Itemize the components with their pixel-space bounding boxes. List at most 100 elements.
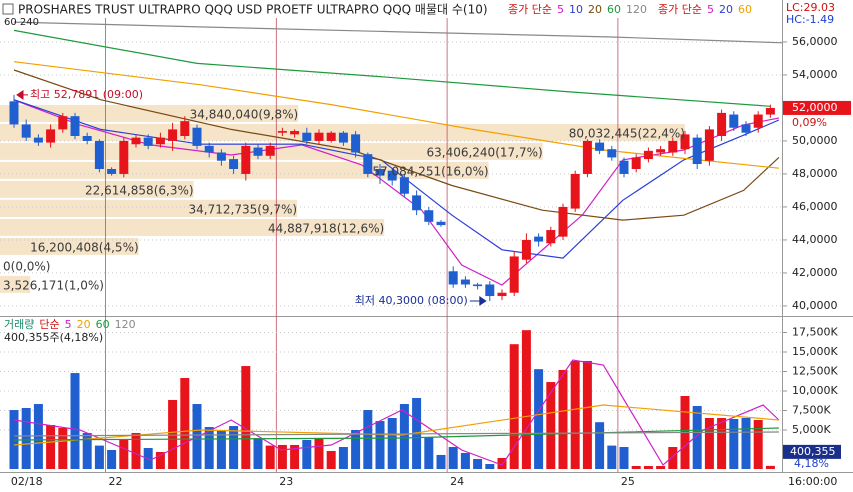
volume-bar	[704, 417, 714, 469]
volume-bar	[82, 432, 92, 469]
volume-profile-label: 3,526,171(1,0%)	[3, 278, 104, 292]
candle-body	[9, 101, 19, 125]
candle-body	[143, 137, 153, 146]
last-volume-label: 400,355	[790, 445, 836, 458]
volume-bar	[363, 410, 373, 469]
volume-bar	[741, 417, 751, 469]
legend-entry: 60	[607, 3, 621, 16]
candle-body	[509, 256, 519, 293]
y-tick-label: 50,0000	[792, 134, 838, 147]
candle-body	[277, 131, 287, 133]
volume-bar	[729, 419, 739, 469]
y-tick-label: 48,0000	[792, 167, 838, 180]
candle-body	[338, 132, 348, 143]
candle-body	[168, 129, 178, 141]
candle-body	[534, 236, 544, 242]
ma-line	[13, 21, 783, 44]
volume-bar	[387, 417, 397, 469]
volume-bar	[643, 465, 653, 469]
volume-bar	[607, 445, 617, 469]
chart-title: PROSHARES TRUST ULTRAPRO QQQ USD PROETF …	[18, 3, 488, 17]
ma-line	[13, 427, 779, 441]
candle-body	[485, 284, 495, 297]
candle-body	[70, 116, 80, 136]
volume-profile-label: 0(0,0%)	[3, 259, 50, 273]
volume-bar	[204, 427, 214, 469]
candle-body	[412, 195, 422, 211]
x-tick-label: 24	[450, 475, 464, 488]
legend-prefix: 종가 단순	[658, 3, 702, 16]
volume-bar	[314, 438, 324, 469]
volume-bar	[424, 437, 434, 469]
y-tick-label: 10,000K	[792, 384, 838, 397]
volume-bar	[302, 439, 312, 469]
y-tick-label: 7,500K	[792, 404, 831, 417]
legend-entry: 10	[569, 3, 583, 16]
volume-profile-label: 34,712,735(9,7%)	[189, 202, 298, 216]
change-label: 0,09%	[792, 116, 827, 129]
candle-body	[424, 210, 434, 222]
candle-body	[314, 132, 324, 141]
annotation-label: 최고 52,7891 (09:00)	[30, 88, 143, 101]
volume-bar	[326, 450, 336, 469]
candle-body	[729, 114, 739, 128]
volume-bar	[558, 369, 568, 469]
volume-bar	[448, 447, 458, 469]
candle-body	[717, 112, 727, 136]
volume-bar	[351, 430, 361, 469]
candle-body	[643, 150, 653, 160]
y-tick-label: 17,500K	[792, 326, 838, 339]
candle-body	[619, 160, 629, 174]
legend-entry: 20	[77, 318, 91, 331]
annotation-label: 최저 40,3000 (08:00)	[355, 294, 468, 307]
candle-body	[448, 271, 458, 285]
candle-body	[680, 134, 690, 150]
y-tick-label: 12,500K	[792, 365, 838, 378]
checkbox-icon[interactable]	[2, 3, 14, 15]
volume-bar	[216, 430, 226, 469]
volume-bar	[338, 447, 348, 469]
lc-label: LC:29.03	[786, 1, 835, 14]
volume-bar	[180, 377, 190, 469]
volume-bar	[521, 330, 531, 469]
volume-bar	[399, 404, 409, 469]
candle-body	[570, 173, 580, 209]
legend-entry: 120	[626, 3, 647, 16]
y-tick-label: 5,000K	[792, 423, 831, 436]
candle-body	[595, 142, 605, 151]
ma-line	[13, 61, 779, 169]
volume-bar	[692, 405, 702, 469]
volume-bar	[668, 447, 678, 469]
volume-note: 400,355주(4,18%)	[4, 331, 103, 344]
candle-body	[290, 131, 300, 135]
volume-profile-bar	[0, 275, 31, 293]
volume-bar	[253, 438, 263, 469]
y-tick-label: 44,0000	[792, 233, 838, 246]
y-tick-label: 42,0000	[792, 266, 838, 279]
volume-bar	[107, 449, 117, 469]
candle-body	[460, 279, 470, 285]
x-tick-label: 25	[621, 475, 635, 488]
volume-bar	[473, 459, 483, 469]
candle-body	[192, 127, 202, 146]
candle-body	[753, 114, 763, 128]
volume-profile-bar	[0, 237, 139, 255]
volume-bar	[155, 451, 165, 469]
volume-bar	[241, 366, 251, 469]
legend-title: 거래량	[4, 318, 34, 331]
ma-line	[13, 359, 780, 466]
candle-body	[302, 132, 312, 141]
candle-body	[497, 292, 507, 297]
volume-bar	[765, 465, 775, 469]
volume-bar	[534, 369, 544, 469]
candle-body	[765, 107, 775, 115]
top-left-note: 60 240	[4, 17, 39, 28]
candle-body	[741, 124, 751, 133]
volume-bar	[582, 360, 592, 469]
y-tick-label: 56,0000	[792, 35, 838, 48]
volume-bar	[33, 404, 43, 469]
volume-bar	[595, 422, 605, 469]
legend-entry: 60	[738, 3, 752, 16]
candle-body	[607, 149, 617, 158]
volume-profile-label: 57,084,251(16,0%)	[372, 164, 488, 178]
